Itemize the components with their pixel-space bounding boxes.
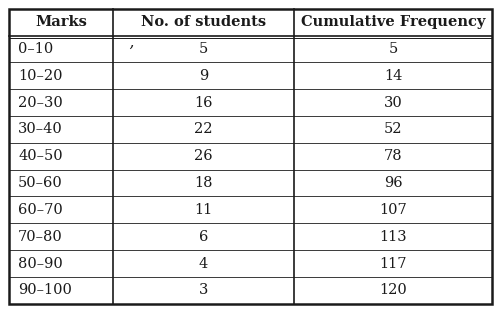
Text: 96: 96 xyxy=(384,176,402,190)
Text: 117: 117 xyxy=(379,257,407,271)
Text: 10–20: 10–20 xyxy=(18,69,63,83)
Text: 60–70: 60–70 xyxy=(18,203,63,217)
Text: 78: 78 xyxy=(384,149,402,163)
Text: 5: 5 xyxy=(388,42,398,56)
Text: 80–90: 80–90 xyxy=(18,257,63,271)
Text: 90–100: 90–100 xyxy=(18,283,72,297)
Text: 3: 3 xyxy=(199,283,208,297)
Text: 107: 107 xyxy=(379,203,407,217)
Text: 14: 14 xyxy=(384,69,402,83)
Text: 6: 6 xyxy=(199,230,208,244)
Text: 5: 5 xyxy=(199,42,208,56)
Text: ’: ’ xyxy=(128,44,133,61)
Text: No. of students: No. of students xyxy=(141,15,266,29)
Text: 18: 18 xyxy=(194,176,212,190)
Text: 52: 52 xyxy=(384,122,402,136)
Text: 113: 113 xyxy=(379,230,407,244)
Text: 30–40: 30–40 xyxy=(18,122,63,136)
Text: 20–30: 20–30 xyxy=(18,95,63,109)
Text: 11: 11 xyxy=(194,203,212,217)
Text: Marks: Marks xyxy=(35,15,87,29)
Text: 22: 22 xyxy=(194,122,212,136)
Text: 50–60: 50–60 xyxy=(18,176,63,190)
Text: 16: 16 xyxy=(194,95,212,109)
Text: 26: 26 xyxy=(194,149,213,163)
Text: 4: 4 xyxy=(199,257,208,271)
Text: 30: 30 xyxy=(384,95,402,109)
Text: 9: 9 xyxy=(199,69,208,83)
Text: 120: 120 xyxy=(379,283,407,297)
Text: 70–80: 70–80 xyxy=(18,230,63,244)
Text: 40–50: 40–50 xyxy=(18,149,63,163)
Text: 0–10: 0–10 xyxy=(18,42,53,56)
Text: Cumulative Frequency: Cumulative Frequency xyxy=(301,15,485,29)
